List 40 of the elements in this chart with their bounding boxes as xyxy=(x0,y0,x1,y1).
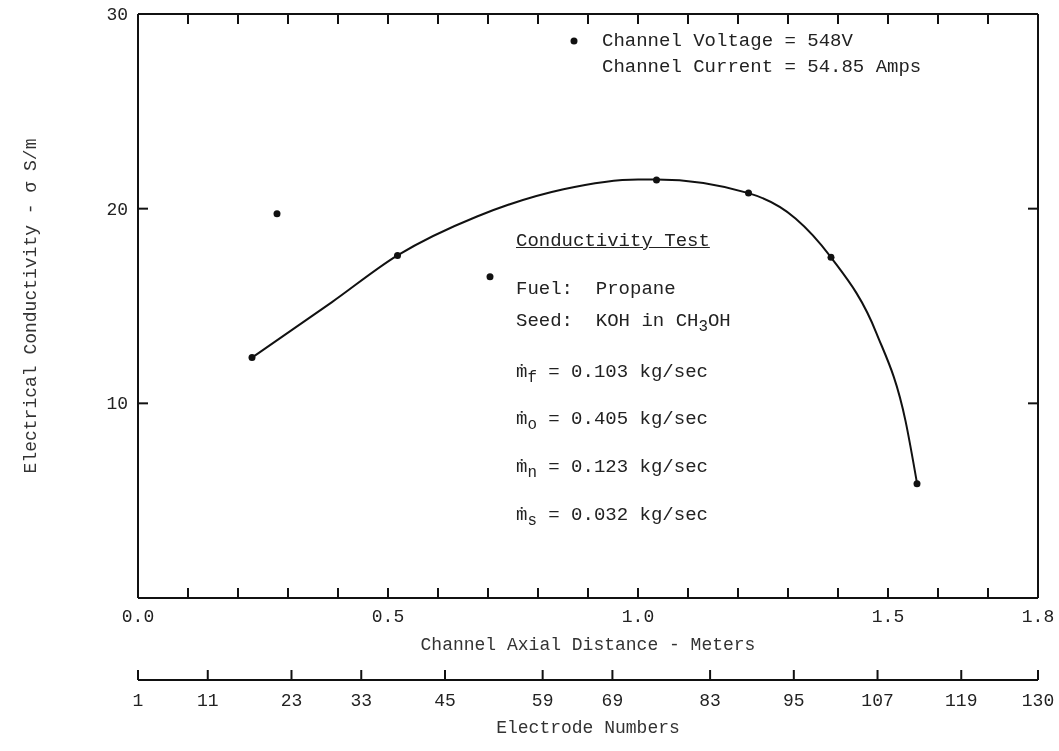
x-axis-title: Channel Axial Distance - Meters xyxy=(420,635,756,655)
legend-label: Channel Voltage = 548V xyxy=(602,30,853,52)
x2-tick-label: 45 xyxy=(434,691,456,711)
x2-tick-label: 69 xyxy=(601,691,624,711)
x2-axis-title: Electrode Numbers xyxy=(496,718,680,738)
point xyxy=(394,251,401,259)
y-axis-title: Electrical Conductivity - σ S/m xyxy=(21,138,42,474)
x-tick-label: 1.0 xyxy=(621,607,655,627)
x2-tick-label: 1 xyxy=(132,691,144,711)
x2-tick-label: 119 xyxy=(945,691,978,711)
x2-tick-label: 83 xyxy=(699,691,721,711)
x2-tick-label: 33 xyxy=(350,691,373,711)
point xyxy=(827,253,835,261)
annotation: Fuel: Propane xyxy=(516,278,676,300)
annotation: ṁ$_{o}$ = 0.405 kg/sec xyxy=(516,408,708,434)
x2-tick-label: 59 xyxy=(531,691,554,711)
x-tick-label: 0.5 xyxy=(371,607,405,627)
x2-tick-label: 11 xyxy=(196,691,219,711)
point xyxy=(913,480,921,488)
annotation: ṁ$_{f}$ = 0.103 kg/sec xyxy=(516,361,708,387)
annotation: Channel Current = 54.85 Amps xyxy=(602,56,922,78)
x2-tick-label: 23 xyxy=(280,691,303,711)
y-tick-label: 30 xyxy=(106,5,128,25)
y-tick-label: 10 xyxy=(106,394,128,415)
y-tick-label: 20 xyxy=(106,199,128,220)
x2-tick-label: 107 xyxy=(861,691,894,711)
x-tick-label: 1.5 xyxy=(871,607,905,627)
x2-tick-label: 95 xyxy=(783,691,805,711)
x2-tick-label: 130 xyxy=(1021,691,1055,711)
point xyxy=(273,210,281,218)
point xyxy=(248,354,256,362)
annotation: ṁ$_{n}$ = 0.123 kg/sec xyxy=(516,456,708,482)
x-tick-label: 1.8 xyxy=(1021,607,1055,627)
point xyxy=(653,176,660,184)
annotation: Seed: KOH in CH$_{3}$OH xyxy=(516,310,731,336)
annotation: ṁ$_{s}$ = 0.032 kg/sec xyxy=(516,504,708,530)
annotation: Conductivity Test xyxy=(516,230,710,252)
point xyxy=(486,273,494,281)
x-tick-label: 0.0 xyxy=(121,607,155,627)
point xyxy=(745,189,752,197)
